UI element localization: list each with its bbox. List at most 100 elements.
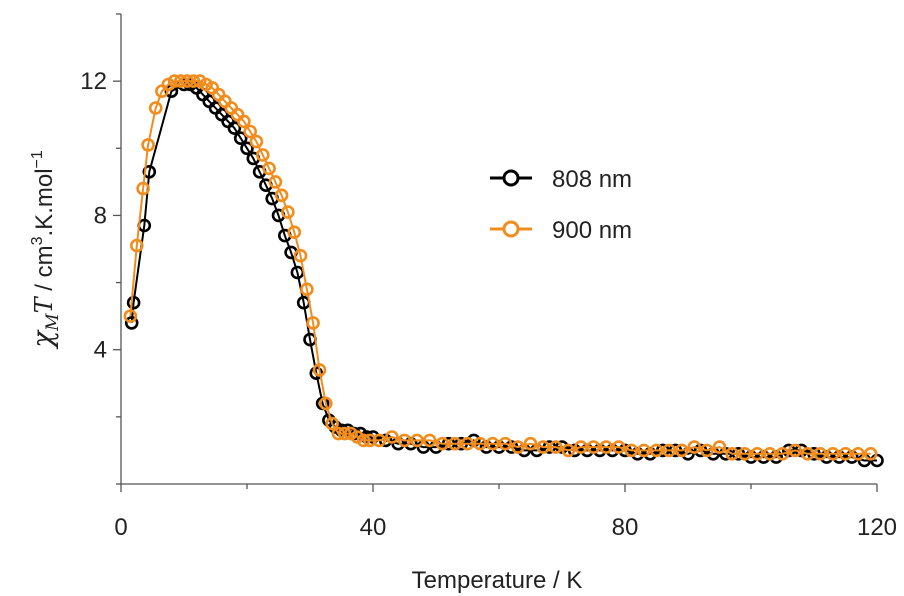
- data-point: [148, 101, 163, 115]
- data-point: [255, 148, 270, 162]
- data-point: [249, 134, 264, 149]
- data-point: [363, 433, 377, 448]
- data-point: [800, 446, 815, 461]
- legend-label-808: 808 nm: [552, 166, 632, 193]
- legend-item-808: 808 nm: [490, 166, 632, 193]
- data-point: [536, 440, 550, 454]
- data-point: [674, 443, 689, 458]
- data-point: [337, 426, 352, 441]
- data-point: [662, 443, 676, 458]
- data-point: [130, 238, 144, 253]
- data-point: [318, 396, 333, 411]
- data-point: [180, 74, 194, 88]
- x-tick-label: 80: [612, 514, 639, 541]
- data-point: [725, 446, 739, 461]
- data-point: [141, 138, 155, 152]
- series-line: [129, 80, 871, 455]
- data-point: [599, 440, 613, 454]
- data-point: [325, 416, 339, 431]
- data-point: [863, 446, 878, 461]
- series: [123, 74, 884, 468]
- data-point: [548, 440, 563, 454]
- data-point: [422, 433, 437, 448]
- data-point: [174, 74, 188, 88]
- data-point: [624, 443, 639, 458]
- data-point: [233, 131, 248, 145]
- data-point: [331, 426, 346, 441]
- data-point: [126, 295, 141, 310]
- data-point: [523, 436, 538, 451]
- data-point: [385, 430, 399, 444]
- data-point: [649, 443, 664, 458]
- data-point: [240, 141, 254, 156]
- data-point: [687, 440, 702, 454]
- ticks: 0 40 80 120 4 8 12: [80, 13, 897, 541]
- data-point: [737, 446, 752, 461]
- data-point: [448, 436, 462, 451]
- data-point: [473, 436, 487, 451]
- data-point: [763, 446, 777, 461]
- data-point: [237, 114, 251, 129]
- data-point: [167, 74, 182, 88]
- x-tick-label: 40: [360, 514, 387, 541]
- x-tick-label: 120: [857, 514, 897, 541]
- data-point: [262, 161, 276, 176]
- axes: [120, 14, 877, 485]
- data-point: [511, 440, 525, 454]
- data-point: [186, 74, 201, 88]
- data-point: [826, 446, 840, 461]
- data-point: [124, 316, 139, 330]
- data-point: [561, 443, 576, 458]
- data-point: [268, 175, 283, 189]
- data-point: [498, 436, 513, 451]
- y-axis-title-unit: / cm: [31, 245, 58, 297]
- data-point: [243, 124, 257, 139]
- data-point: [586, 440, 601, 454]
- data-point: [435, 436, 450, 451]
- data-point: [300, 282, 314, 297]
- data-point: [359, 430, 374, 444]
- y-axis-title-sup-3: 3: [29, 236, 46, 245]
- data-point: [312, 363, 327, 377]
- data-point: [788, 443, 802, 458]
- data-point: [306, 316, 320, 330]
- y-axis-title-chi: χ: [26, 329, 59, 350]
- y-tick-label: 12: [80, 68, 107, 95]
- data-point: [397, 433, 412, 448]
- data-point: [485, 436, 500, 451]
- data-point: [227, 121, 242, 135]
- x-axis-title: Temperature / K: [412, 567, 583, 594]
- legend-item-900: 900 nm: [490, 217, 632, 244]
- y-axis-title-unit-2: .K.mol: [31, 168, 58, 236]
- data-point: [142, 165, 157, 179]
- data-point: [838, 446, 853, 461]
- data-point: [372, 433, 387, 448]
- y-axis-title-sup-minus1: −1: [29, 150, 46, 168]
- legend-marker-900: [502, 220, 520, 238]
- data-point: [574, 440, 588, 454]
- legend-marker-808: [502, 169, 520, 187]
- data-point: [287, 225, 302, 239]
- data-point: [750, 446, 765, 461]
- data-point: [274, 188, 289, 203]
- data-point: [712, 440, 727, 454]
- data-point: [410, 433, 424, 448]
- data-point: [309, 366, 324, 381]
- data-point: [136, 181, 150, 196]
- data-point: [281, 205, 295, 219]
- legend-label-900: 900 nm: [552, 217, 632, 244]
- data-point: [700, 443, 714, 458]
- y-axis-title-T: T: [30, 295, 58, 313]
- y-tick-label: 8: [94, 202, 107, 229]
- data-point: [123, 309, 138, 323]
- legend: 808 nm 900 nm: [490, 166, 632, 244]
- data-point: [775, 446, 790, 461]
- y-axis-title-chi-subscript: M: [43, 313, 63, 332]
- data-point: [637, 443, 651, 458]
- y-axis-title: χMT / cm3.K.mol−1: [26, 150, 63, 350]
- data-point: [356, 433, 371, 448]
- data-point: [813, 446, 828, 461]
- series-line: [130, 83, 877, 462]
- series-900-nm: [123, 74, 878, 461]
- y-tick-label: 4: [94, 337, 107, 364]
